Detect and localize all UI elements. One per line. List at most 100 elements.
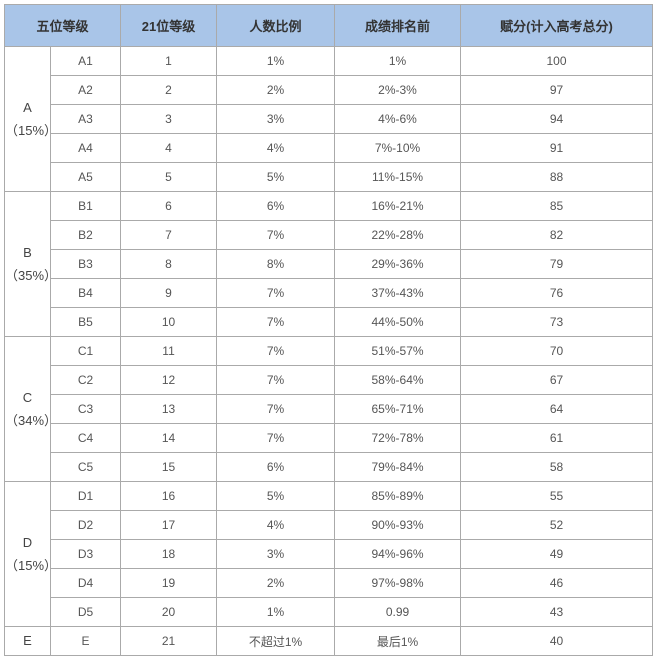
table-row: C5156%79%-84%58 — [5, 453, 653, 482]
ratio-cell: 1% — [217, 47, 335, 76]
sub-level-cell: C3 — [51, 395, 121, 424]
ratio-cell: 7% — [217, 279, 335, 308]
sub-level-cell: B1 — [51, 192, 121, 221]
table-row: D4192%97%-98%46 — [5, 569, 653, 598]
level-21-cell: 11 — [121, 337, 217, 366]
level-21-cell: 7 — [121, 221, 217, 250]
group-percent: （34%） — [5, 409, 50, 432]
score-cell: 64 — [461, 395, 653, 424]
table-row: C3137%65%-71%64 — [5, 395, 653, 424]
sub-level-cell: C2 — [51, 366, 121, 395]
header-rank: 成绩排名前 — [335, 5, 461, 47]
ratio-cell: 3% — [217, 105, 335, 134]
header-five-level: 五位等级 — [5, 5, 121, 47]
table-row: D（15%）D1165%85%-89%55 — [5, 482, 653, 511]
ratio-cell: 4% — [217, 511, 335, 540]
rank-cell: 58%-64% — [335, 366, 461, 395]
sub-level-cell: D5 — [51, 598, 121, 627]
sub-level-cell: B2 — [51, 221, 121, 250]
header-score: 赋分(计入高考总分) — [461, 5, 653, 47]
sub-level-cell: C1 — [51, 337, 121, 366]
ratio-cell: 6% — [217, 453, 335, 482]
score-cell: 40 — [461, 627, 653, 656]
level-21-cell: 18 — [121, 540, 217, 569]
table-row: C2127%58%-64%67 — [5, 366, 653, 395]
level-21-cell: 8 — [121, 250, 217, 279]
table-row: A444%7%-10%91 — [5, 134, 653, 163]
table-row: D2174%90%-93%52 — [5, 511, 653, 540]
sub-level-cell: A3 — [51, 105, 121, 134]
level-21-cell: 5 — [121, 163, 217, 192]
score-cell: 49 — [461, 540, 653, 569]
ratio-cell: 6% — [217, 192, 335, 221]
level-21-cell: 12 — [121, 366, 217, 395]
sub-level-cell: D4 — [51, 569, 121, 598]
table-row: B（35%）B166%16%-21%85 — [5, 192, 653, 221]
ratio-cell: 7% — [217, 395, 335, 424]
rank-cell: 29%-36% — [335, 250, 461, 279]
score-cell: 58 — [461, 453, 653, 482]
sub-level-cell: C5 — [51, 453, 121, 482]
score-cell: 67 — [461, 366, 653, 395]
group-cell: B（35%） — [5, 192, 51, 337]
level-21-cell: 17 — [121, 511, 217, 540]
rank-cell: 1% — [335, 47, 461, 76]
level-21-cell: 15 — [121, 453, 217, 482]
rank-cell: 最后1% — [335, 627, 461, 656]
group-label: B — [5, 241, 50, 264]
rank-cell: 97%-98% — [335, 569, 461, 598]
score-cell: 43 — [461, 598, 653, 627]
table-row: A555%11%-15%88 — [5, 163, 653, 192]
sub-level-cell: C4 — [51, 424, 121, 453]
ratio-cell: 1% — [217, 598, 335, 627]
table-body: A（15%）A111%1%100A222%2%-3%97A333%4%-6%94… — [5, 47, 653, 656]
rank-cell: 85%-89% — [335, 482, 461, 511]
ratio-cell: 7% — [217, 366, 335, 395]
rank-cell: 51%-57% — [335, 337, 461, 366]
level-21-cell: 3 — [121, 105, 217, 134]
group-cell: A（15%） — [5, 47, 51, 192]
sub-level-cell: B5 — [51, 308, 121, 337]
level-21-cell: 19 — [121, 569, 217, 598]
level-21-cell: 21 — [121, 627, 217, 656]
score-cell: 100 — [461, 47, 653, 76]
group-label: C — [5, 386, 50, 409]
ratio-cell: 7% — [217, 424, 335, 453]
table-row: B5107%44%-50%73 — [5, 308, 653, 337]
ratio-cell: 2% — [217, 76, 335, 105]
score-cell: 46 — [461, 569, 653, 598]
ratio-cell: 3% — [217, 540, 335, 569]
level-21-cell: 10 — [121, 308, 217, 337]
rank-cell: 79%-84% — [335, 453, 461, 482]
ratio-cell: 5% — [217, 163, 335, 192]
rank-cell: 22%-28% — [335, 221, 461, 250]
level-21-cell: 2 — [121, 76, 217, 105]
score-cell: 55 — [461, 482, 653, 511]
grade-mapping-table: 五位等级 21位等级 人数比例 成绩排名前 赋分(计入高考总分) A（15%）A… — [4, 4, 653, 656]
rank-cell: 2%-3% — [335, 76, 461, 105]
score-cell: 76 — [461, 279, 653, 308]
table-row: C4147%72%-78%61 — [5, 424, 653, 453]
ratio-cell: 4% — [217, 134, 335, 163]
ratio-cell: 7% — [217, 337, 335, 366]
table-row: A（15%）A111%1%100 — [5, 47, 653, 76]
table-row: EE21不超过1%最后1%40 — [5, 627, 653, 656]
level-21-cell: 6 — [121, 192, 217, 221]
group-cell: C（34%） — [5, 337, 51, 482]
rank-cell: 0.99 — [335, 598, 461, 627]
group-percent: （15%） — [5, 554, 50, 577]
level-21-cell: 1 — [121, 47, 217, 76]
rank-cell: 65%-71% — [335, 395, 461, 424]
group-label: A — [5, 96, 50, 119]
rank-cell: 16%-21% — [335, 192, 461, 221]
ratio-cell: 5% — [217, 482, 335, 511]
group-label: D — [5, 531, 50, 554]
ratio-cell: 7% — [217, 308, 335, 337]
sub-level-cell: D1 — [51, 482, 121, 511]
rank-cell: 7%-10% — [335, 134, 461, 163]
score-cell: 70 — [461, 337, 653, 366]
group-percent: （35%） — [5, 264, 50, 287]
table-header-row: 五位等级 21位等级 人数比例 成绩排名前 赋分(计入高考总分) — [5, 5, 653, 47]
score-cell: 79 — [461, 250, 653, 279]
group-cell: D（15%） — [5, 482, 51, 627]
